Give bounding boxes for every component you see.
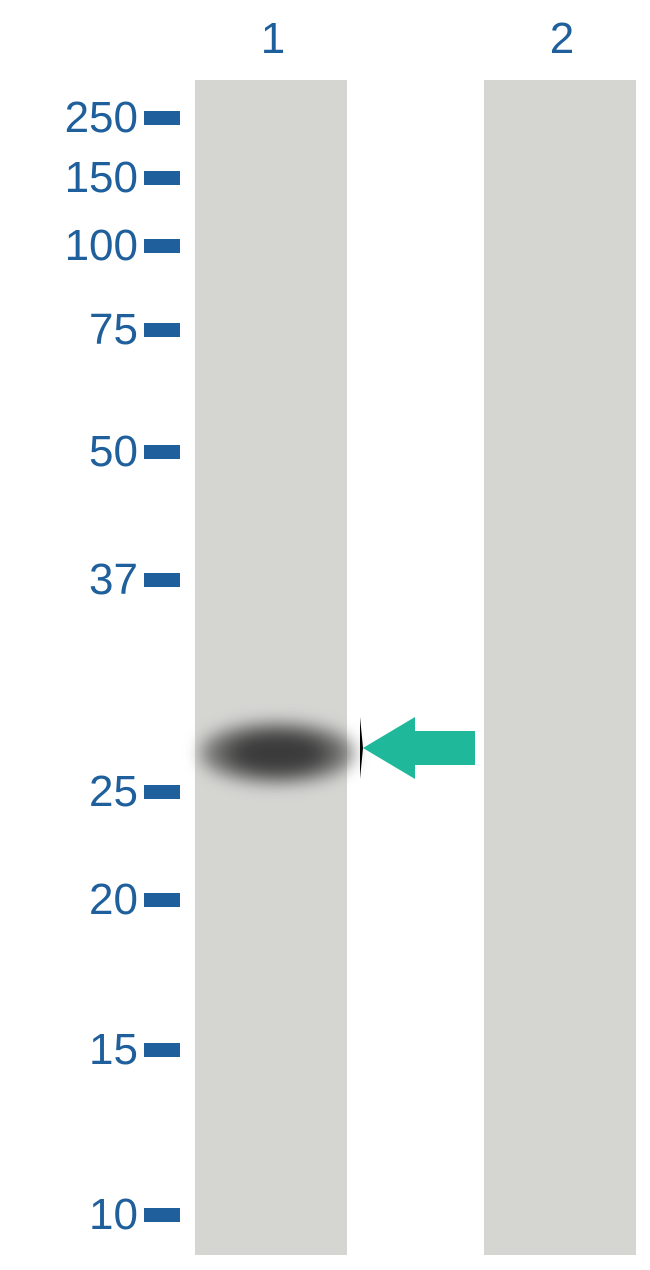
- mw-tick-icon: [144, 893, 180, 907]
- lane-2: [484, 80, 636, 1255]
- arrow-stem-icon: [415, 731, 475, 765]
- mw-label: 100: [65, 221, 144, 271]
- mw-tick-icon: [144, 785, 180, 799]
- mw-marker-10: 10: [0, 1193, 180, 1237]
- mw-label: 15: [89, 1025, 144, 1075]
- mw-marker-50: 50: [0, 430, 180, 474]
- mw-label: 150: [65, 153, 144, 203]
- mw-marker-20: 20: [0, 878, 180, 922]
- mw-label: 50: [89, 427, 144, 477]
- mw-tick-icon: [144, 323, 180, 337]
- mw-tick-icon: [144, 171, 180, 185]
- mw-marker-150: 150: [0, 156, 180, 200]
- mw-label: 25: [89, 767, 144, 817]
- mw-tick-icon: [144, 573, 180, 587]
- lane-1: [195, 80, 347, 1255]
- mw-tick-icon: [144, 445, 180, 459]
- lane-2-label: 2: [537, 14, 587, 64]
- western-blot-figure: 1 2 250 150 100 75 50 37 25 20 15 10: [0, 0, 650, 1270]
- mw-label: 20: [89, 875, 144, 925]
- mw-label: 37: [89, 555, 144, 605]
- mw-label: 10: [89, 1190, 144, 1240]
- mw-marker-250: 250: [0, 96, 180, 140]
- mw-tick-icon: [144, 1208, 180, 1222]
- mw-tick-icon: [144, 111, 180, 125]
- protein-band-lane1: [200, 722, 355, 784]
- mw-tick-icon: [144, 1043, 180, 1057]
- mw-marker-15: 15: [0, 1028, 180, 1072]
- lane-1-label: 1: [248, 14, 298, 64]
- mw-tick-icon: [144, 239, 180, 253]
- band-indicator-arrow-icon: [360, 717, 475, 779]
- mw-marker-37: 37: [0, 558, 180, 602]
- mw-marker-75: 75: [0, 308, 180, 352]
- mw-label: 250: [65, 93, 144, 143]
- mw-marker-25: 25: [0, 770, 180, 814]
- mw-label: 75: [89, 305, 144, 355]
- mw-marker-100: 100: [0, 224, 180, 268]
- arrow-head-icon: [360, 717, 415, 779]
